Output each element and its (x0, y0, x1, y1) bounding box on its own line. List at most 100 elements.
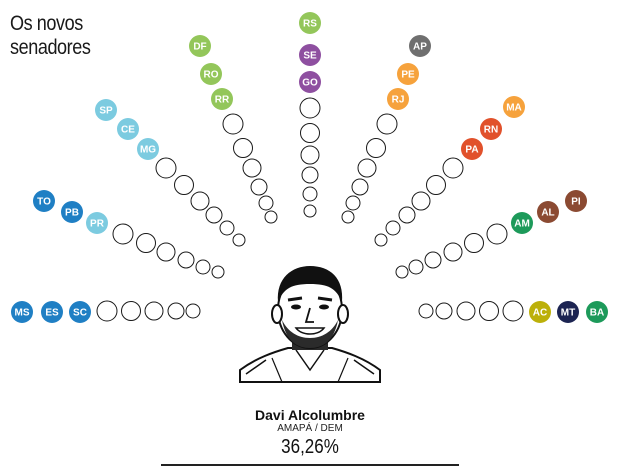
empty-seat-circle (351, 178, 369, 196)
state-badge-al: AL (537, 201, 559, 223)
state-badge-pa: PA (461, 138, 483, 160)
empty-seat-circle (385, 220, 401, 236)
state-badge-label: PB (65, 208, 79, 219)
ray-right-low: PI AL AM (395, 190, 587, 279)
state-badge-circle (529, 301, 551, 323)
empty-seat-circle (219, 220, 235, 236)
empty-seat-circle (301, 166, 319, 184)
empty-seat-circle (302, 186, 318, 202)
state-badge-label: AC (533, 308, 547, 319)
state-badge-label: PI (571, 197, 581, 208)
state-badge-label: SE (303, 51, 317, 62)
state-badge-label: RO (204, 70, 219, 81)
winner-portrait (239, 266, 381, 383)
empty-seat-circle (443, 242, 463, 262)
state-badge-pr: PR (86, 212, 108, 234)
ray-center: RS SE GO (299, 12, 321, 218)
state-badge-circle (557, 301, 579, 323)
state-badge-label: RR (215, 95, 230, 106)
state-badge-circle (387, 88, 409, 110)
state-badge-rs: RS (299, 12, 321, 34)
state-badge-circle (95, 99, 117, 121)
state-badge-label: SP (99, 106, 113, 117)
empty-seat-circle (167, 302, 185, 320)
state-badge-label: AL (541, 208, 554, 219)
state-badge-ma: MA (503, 96, 525, 118)
empty-seat-circle (398, 206, 416, 224)
state-badge-label: RN (484, 125, 498, 136)
empty-seat-circle (479, 301, 499, 321)
state-badge-pb: PB (61, 201, 83, 223)
state-badge-pe: PE (397, 63, 419, 85)
empty-seat-circle (156, 242, 176, 262)
empty-seat-circle (250, 178, 268, 196)
state-badge-label: TO (37, 197, 51, 208)
state-badge-circle (480, 118, 502, 140)
chart-title: Os novos senadores (10, 12, 91, 60)
ray-left-low: TO PB PR (33, 190, 225, 279)
state-badge-label: ES (45, 308, 59, 319)
state-badge-circle (511, 212, 533, 234)
empty-seat-circle (303, 204, 317, 218)
winner-state-party: AMAPÁ / DEM (277, 423, 343, 434)
state-badge-sc: SC (69, 301, 91, 323)
empty-seat-circle (464, 233, 484, 253)
winner-underline (161, 464, 459, 466)
state-badge-circle (189, 35, 211, 57)
empty-seat-circle (121, 301, 141, 321)
state-badge-circle (565, 190, 587, 212)
empty-seat-circle (300, 123, 320, 143)
empty-seat-circle (486, 223, 508, 245)
state-badge-circle (69, 301, 91, 323)
state-badge-label: GO (302, 78, 318, 89)
empty-seat-circle (144, 301, 164, 321)
state-badge-ms: MS (11, 301, 33, 323)
empty-seat-circle (341, 210, 355, 224)
state-badge-circle (61, 201, 83, 223)
state-badge-ro: RO (200, 63, 222, 85)
empty-seat-circle (222, 113, 244, 135)
empty-seat-circle (299, 97, 321, 119)
ray-left-horizontal: MS ES SC (11, 300, 201, 323)
state-badge-circle (211, 88, 233, 110)
state-badge-label: PA (465, 145, 478, 156)
empty-seat-circle (190, 191, 210, 211)
state-badge-se: SE (299, 44, 321, 66)
state-badge-label: MG (140, 145, 156, 156)
state-badge-circle (41, 301, 63, 323)
empty-seat-circle (211, 265, 225, 279)
empty-seat-circle (258, 195, 274, 211)
state-badge-mt: MT (557, 301, 579, 323)
state-badge-rr: RR (211, 88, 233, 110)
state-badge-label: PE (401, 70, 415, 81)
state-badge-label: MT (561, 308, 575, 319)
state-badge-am: AM (511, 212, 533, 234)
empty-seat-circle (395, 265, 409, 279)
state-badge-circle (503, 96, 525, 118)
state-badge-label: AM (514, 219, 530, 230)
state-badge-circle (299, 44, 321, 66)
state-badge-circle (86, 212, 108, 234)
empty-seat-circle (96, 300, 118, 322)
state-badge-label: AP (413, 42, 427, 53)
state-badge-ba: BA (586, 301, 608, 323)
state-badge-ac: AC (529, 301, 551, 323)
title-line-1: Os novos (10, 12, 83, 35)
empty-seat-circle (426, 175, 446, 195)
empty-seat-circle (264, 210, 278, 224)
empty-seat-circle (155, 157, 177, 179)
empty-seat-circle (418, 303, 434, 319)
empty-seat-circle (502, 300, 524, 322)
state-badge-circle (397, 63, 419, 85)
state-badge-circle (299, 12, 321, 34)
winner-percent: 36,26% (281, 436, 339, 458)
empty-seat-circle (424, 251, 442, 269)
winner-name: Davi Alcolumbre (255, 407, 365, 423)
state-badge-pi: PI (565, 190, 587, 212)
state-badge-circle (117, 118, 139, 140)
empty-seat-circle (345, 195, 361, 211)
empty-seat-circle (435, 302, 453, 320)
empty-seat-circle (376, 113, 398, 135)
state-badge-label: MS (15, 308, 30, 319)
